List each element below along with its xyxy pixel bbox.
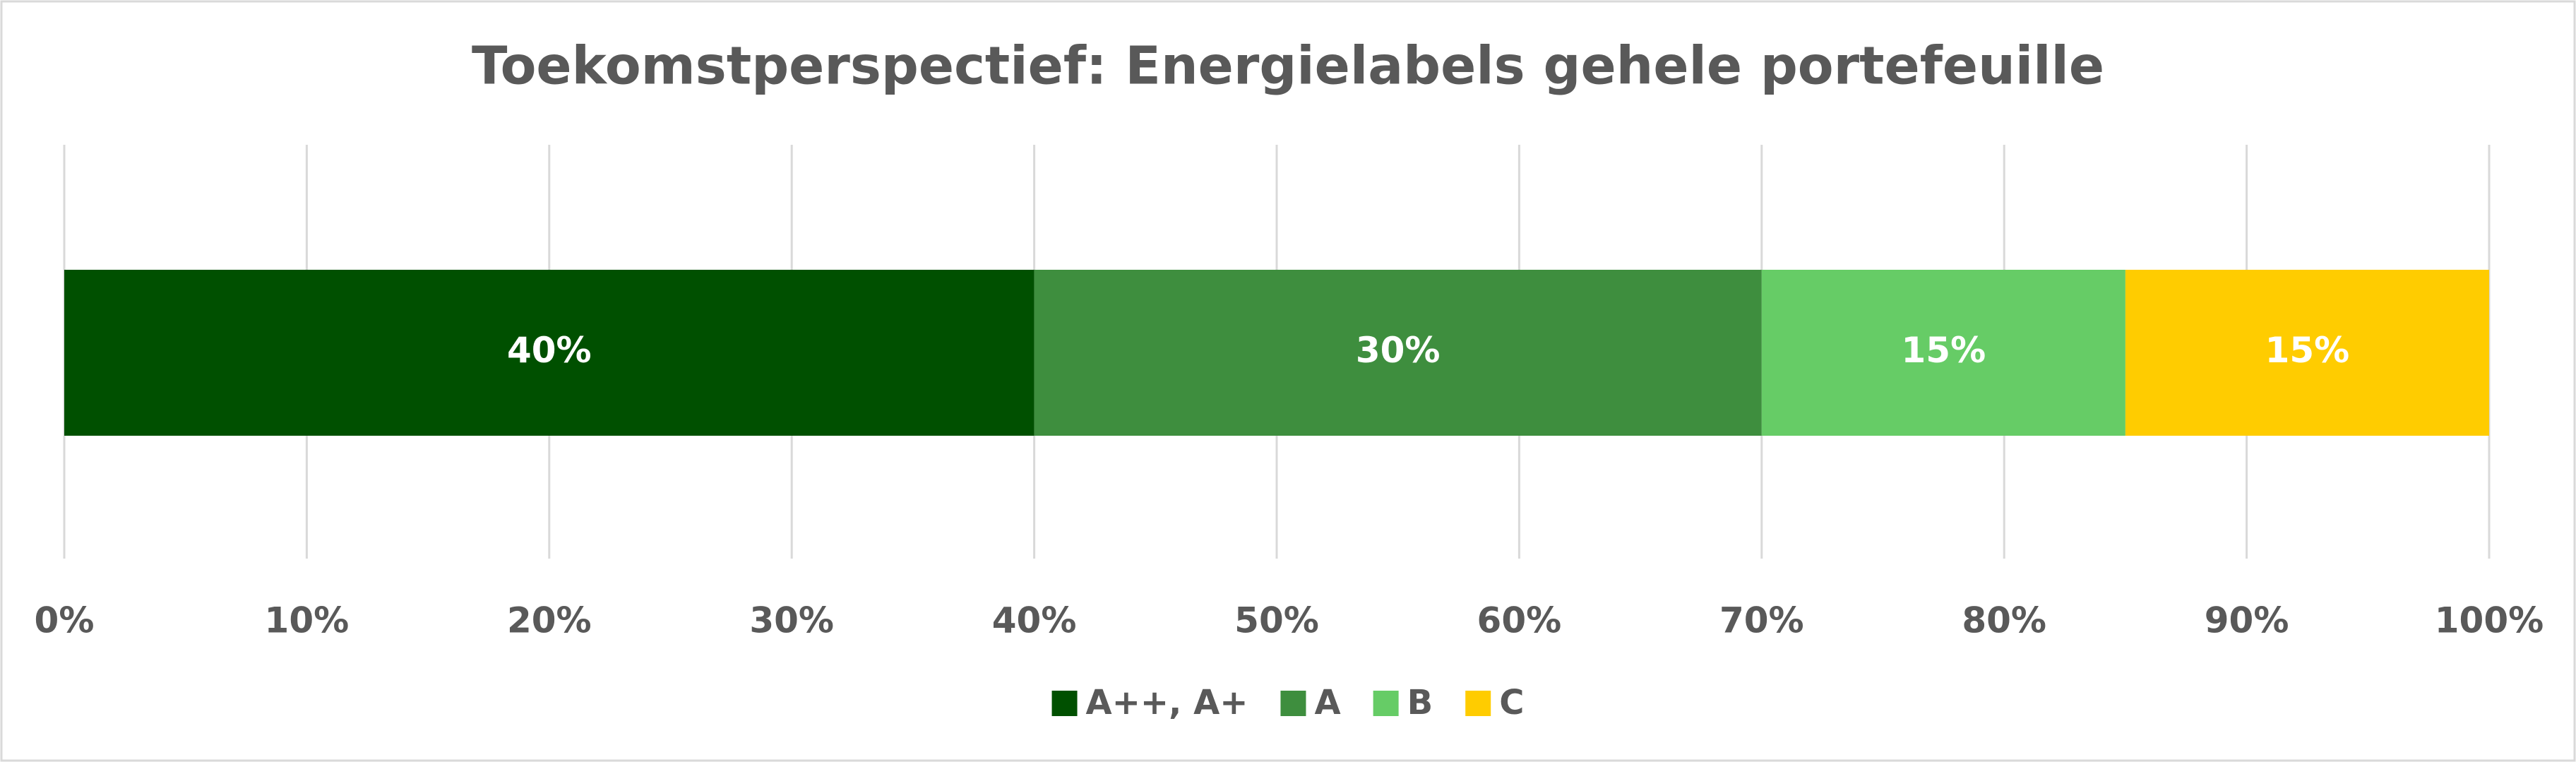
data-label: 30% [1356,330,1441,371]
bar-segment [64,270,1034,436]
x-tick-label: 80% [1962,600,2046,641]
legend-label: B [1407,683,1433,722]
legend-swatch [1373,691,1399,716]
bar-segment [1034,270,1762,436]
x-tick-label: 70% [1719,600,1804,641]
x-tick-label: 0% [35,600,95,641]
legend-label: A [1314,683,1340,722]
legend-swatch [1465,691,1491,716]
data-label: 15% [1902,330,1986,371]
chart-title: Toekomstperspectief: Energielabels gehel… [472,36,2104,97]
x-tick-label: 10% [265,600,350,641]
bar-segment [2125,270,2489,436]
x-tick-label: 60% [1477,600,1562,641]
legend-label: C [1499,683,1524,722]
x-tick-label: 30% [749,600,834,641]
bar-segment [1761,270,2125,436]
legend-swatch [1280,691,1306,716]
data-label: 40% [507,330,592,371]
legend-swatch [1051,691,1078,716]
x-tick-label: 50% [1234,600,1319,641]
x-tick-label: 40% [992,600,1077,641]
x-tick-label: 90% [2205,600,2289,641]
data-label: 15% [2265,330,2350,371]
legend-label: A++, A+ [1086,683,1248,722]
x-tick-label: 100% [2435,600,2544,641]
x-tick-label: 20% [507,600,592,641]
